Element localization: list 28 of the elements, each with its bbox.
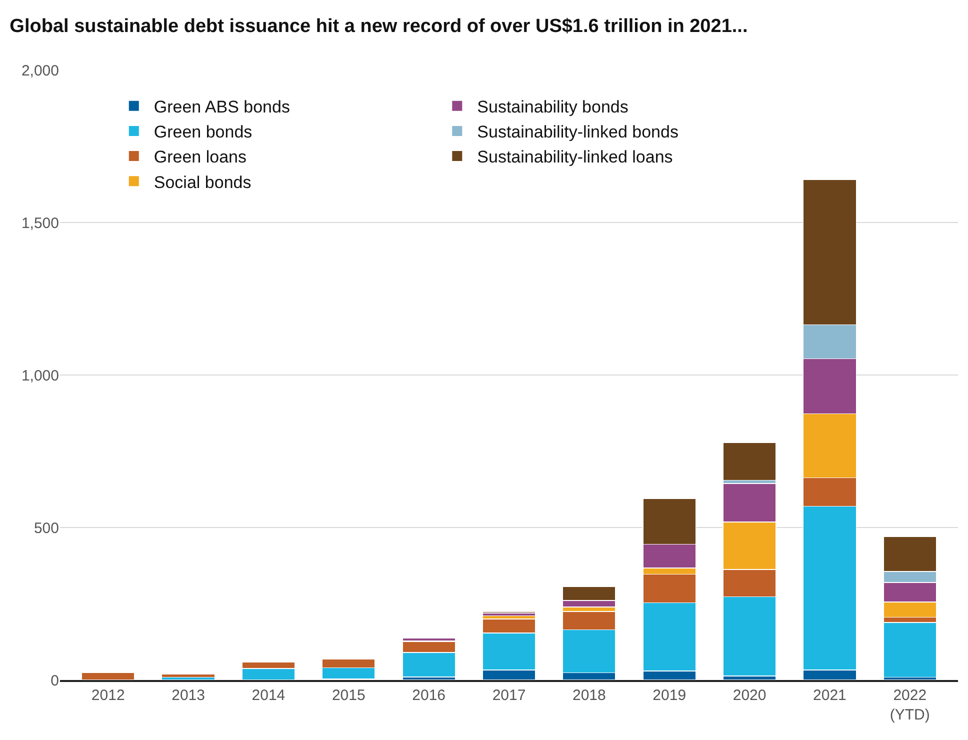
- x-tick-label: 2015: [332, 687, 366, 704]
- bar: [161, 674, 216, 678]
- legend-label: Green bonds: [154, 122, 252, 142]
- legend-label: Sustainability bonds: [477, 97, 628, 116]
- y-tick-label: 0: [50, 672, 59, 690]
- x-tick-label: 2017: [492, 687, 526, 704]
- legend-label: Sustainability-linked loans: [477, 148, 673, 167]
- y-tick-label: 500: [34, 520, 59, 537]
- x-tick-label: 2021: [813, 687, 846, 704]
- bar: [883, 622, 937, 678]
- y-tick-label: 1,000: [21, 367, 59, 384]
- legend-label: Sustainability-linked bonds: [477, 122, 678, 142]
- bar: [81, 672, 135, 680]
- chart-title: Global sustainable debt issuance hit a new record of over US$1.6 trillion in 2021...: [10, 16, 748, 37]
- x-tick-label: 2014: [252, 687, 286, 704]
- x-tick-label: 2016: [412, 687, 446, 704]
- legend-label: Green loans: [154, 148, 247, 167]
- x-tick-label: 2018: [572, 687, 606, 704]
- legend-label: Social bonds: [154, 172, 252, 192]
- y-tick-label: 2,000: [21, 62, 59, 80]
- x-tick-label: 2012: [91, 687, 125, 704]
- bar: [722, 442, 776, 481]
- legend-label: Green ABS bonds: [154, 97, 290, 116]
- y-tick-label: 1,500: [21, 214, 59, 232]
- x-tick-label: 2022 (YTD): [890, 687, 930, 724]
- x-tick-label: 2013: [172, 687, 205, 704]
- x-tick-label: 2020: [732, 687, 766, 704]
- x-tick-label: 2019: [652, 687, 686, 704]
